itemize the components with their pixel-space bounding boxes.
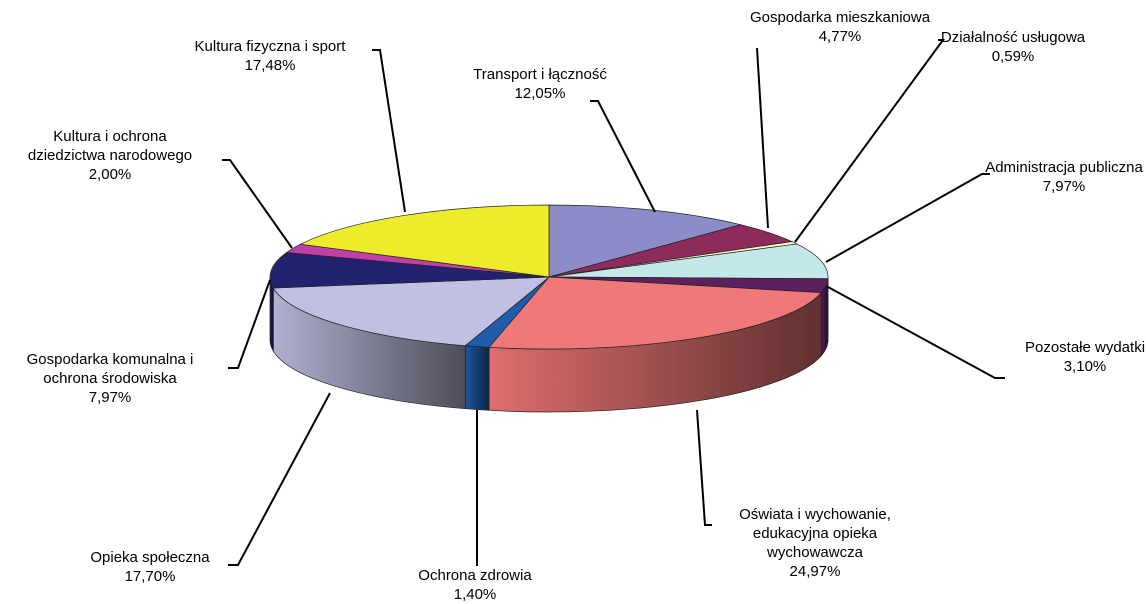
leader-line [228, 280, 270, 368]
leader-line [795, 40, 943, 242]
value-label: 0,59% [941, 47, 1085, 66]
category-label: Kultura i ochrona dziedzictwa narodowego [28, 127, 192, 165]
leader-line [222, 160, 292, 248]
leader-line [826, 174, 990, 262]
value-label: 7,97% [27, 388, 194, 407]
category-label: Pozostałe wydatki [1025, 338, 1145, 357]
value-label: 4,77% [750, 27, 930, 46]
category-label: Kultura fizyczna i sport [195, 37, 346, 56]
slice-label: Kultura i ochrona dziedzictwa narodowego… [28, 127, 192, 184]
category-label: Transport i łączność [473, 65, 607, 84]
category-label: Gospodarka komunalna i ochrona środowisk… [27, 350, 194, 388]
leader-line [828, 287, 1005, 378]
leader-line [372, 50, 405, 212]
slice-label: Oświata i wychowanie, edukacyjna opieka … [739, 505, 891, 581]
category-label: Gospodarka mieszkaniowa [750, 8, 930, 27]
slice-label: Gospodarka komunalna i ochrona środowisk… [27, 350, 194, 407]
slice-side [465, 346, 489, 411]
value-label: 17,70% [90, 567, 209, 586]
slice-side [270, 277, 273, 351]
leader-line [590, 101, 655, 212]
value-label: 24,97% [739, 562, 891, 581]
leader-line [697, 410, 712, 525]
value-label: 3,10% [1025, 357, 1145, 376]
category-label: Administracja publiczna [985, 158, 1143, 177]
value-label: 7,97% [985, 177, 1143, 196]
category-label: Oświata i wychowanie, edukacyjna opieka … [739, 505, 891, 562]
category-label: Ochrona zdrowia [418, 566, 531, 585]
value-label: 2,00% [28, 165, 192, 184]
value-label: 17,48% [195, 56, 346, 75]
category-label: Działalność usługowa [941, 28, 1085, 47]
pie-tops [270, 205, 828, 349]
leader-line [757, 48, 768, 228]
category-label: Opieka społeczna [90, 548, 209, 567]
value-label: 12,05% [473, 84, 607, 103]
leader-line [228, 393, 330, 565]
